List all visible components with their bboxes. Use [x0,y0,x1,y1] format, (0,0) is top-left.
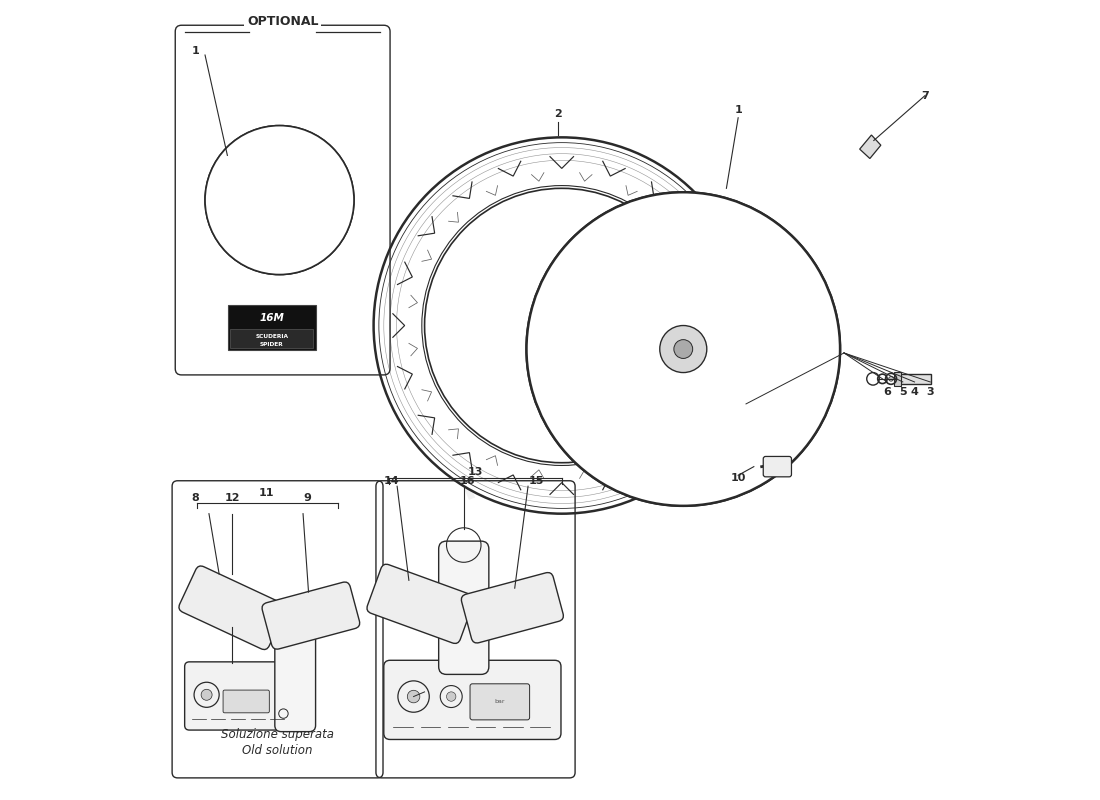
Text: SCUDERIA: SCUDERIA [255,334,288,339]
Text: 16: 16 [460,476,475,486]
Text: 1: 1 [735,105,743,115]
Text: 5: 5 [899,387,906,397]
Text: 9: 9 [302,493,311,503]
Text: 13: 13 [468,467,483,477]
FancyBboxPatch shape [367,564,474,643]
FancyBboxPatch shape [262,582,360,649]
FancyBboxPatch shape [439,541,488,674]
Circle shape [274,194,285,206]
FancyBboxPatch shape [461,573,563,643]
FancyBboxPatch shape [898,374,931,383]
FancyBboxPatch shape [179,566,286,650]
Circle shape [648,314,718,384]
FancyBboxPatch shape [185,662,296,730]
Text: 1: 1 [191,46,199,56]
FancyBboxPatch shape [275,621,316,732]
Circle shape [447,692,455,702]
Polygon shape [575,245,660,327]
Polygon shape [282,220,300,258]
Text: 15: 15 [528,476,543,486]
Circle shape [425,188,698,462]
Circle shape [258,179,300,222]
FancyBboxPatch shape [763,457,792,477]
Polygon shape [300,198,337,216]
Text: 4: 4 [911,387,918,397]
Polygon shape [717,346,814,387]
Polygon shape [231,155,265,187]
Text: OPTIONAL: OPTIONAL [246,14,318,27]
Polygon shape [695,224,758,318]
Text: bar: bar [495,699,505,704]
FancyBboxPatch shape [384,660,561,739]
Polygon shape [686,383,727,480]
Text: 8: 8 [191,493,199,503]
Text: 10: 10 [730,474,746,483]
Text: 2: 2 [554,109,562,119]
Text: 14: 14 [384,476,399,486]
Circle shape [374,138,750,514]
FancyBboxPatch shape [230,330,313,348]
Text: Old solution: Old solution [242,744,312,757]
Text: 7: 7 [921,91,928,101]
Circle shape [674,340,693,358]
Circle shape [527,192,840,506]
Text: Soluzione superata: Soluzione superata [221,728,334,742]
Text: 16M: 16M [260,313,284,323]
Polygon shape [286,145,311,182]
Circle shape [660,326,707,373]
Text: 6: 6 [883,387,891,397]
FancyBboxPatch shape [223,690,270,713]
Text: la passione
passion185: la passione passion185 [434,331,696,500]
Polygon shape [560,363,653,429]
Polygon shape [226,209,262,236]
Circle shape [205,126,354,274]
Text: 11: 11 [258,487,274,498]
Circle shape [201,690,212,700]
Circle shape [407,690,420,703]
FancyBboxPatch shape [894,372,901,386]
Text: 3: 3 [926,387,934,397]
Polygon shape [860,135,881,158]
FancyBboxPatch shape [470,684,529,720]
Text: 12: 12 [224,493,240,503]
Text: SPIDER: SPIDER [260,342,284,347]
Circle shape [265,186,294,214]
FancyBboxPatch shape [228,305,316,350]
Circle shape [889,377,893,381]
